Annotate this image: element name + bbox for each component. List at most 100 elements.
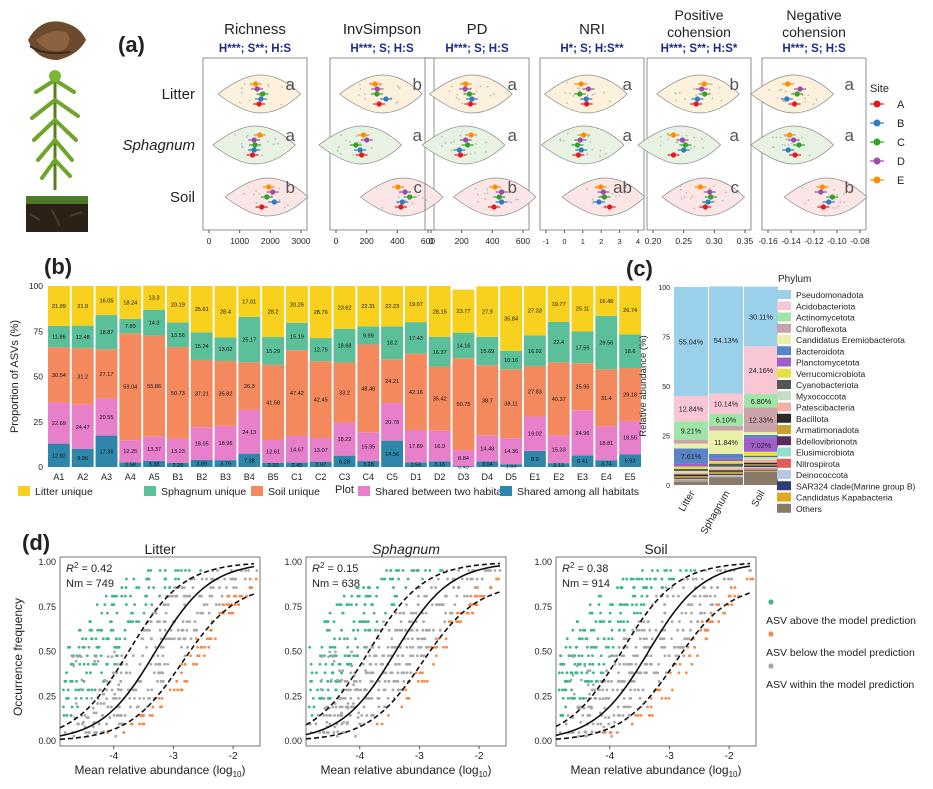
asv-point [255, 569, 259, 572]
asv-point [129, 722, 133, 726]
legend-site-point [873, 138, 881, 146]
stacked-bar-segment [709, 468, 743, 471]
x-tick-label: Litter [677, 488, 698, 513]
bar-value-label: 18.24 [123, 301, 137, 307]
site-mean-point [584, 101, 590, 107]
asv-point [445, 645, 448, 649]
stacked-bar-segment [143, 436, 166, 461]
violin-point [336, 149, 339, 152]
asv-point [718, 569, 722, 572]
asv-point [99, 654, 103, 658]
stacked-bar-segment [709, 473, 743, 475]
asv-point [202, 603, 206, 607]
violin-point [479, 85, 482, 88]
asv-point [660, 645, 664, 649]
asv-point [386, 696, 390, 700]
violin-point [510, 201, 513, 204]
legend-title: Site [870, 83, 889, 95]
asv-point [349, 671, 353, 675]
asv-point [628, 662, 632, 666]
stacked-bar-segment [571, 331, 594, 364]
sphagnum-photo [30, 70, 80, 190]
tick-label: 0.35 [737, 236, 754, 246]
asv-point [124, 586, 128, 589]
stacked-bar-segment [47, 286, 70, 326]
asv-point [114, 734, 118, 738]
asv-point [115, 654, 119, 658]
stacked-bar-segment [428, 286, 451, 337]
y-tick-label: 0.00 [534, 736, 552, 746]
x-tick-label: Sphagnum [699, 489, 733, 536]
stacked-bar-segment [744, 434, 778, 438]
stacked-bar-segment [476, 435, 499, 462]
asv-point [86, 688, 90, 692]
asv-point [603, 706, 607, 710]
asv-point [322, 714, 326, 717]
asv-point [376, 586, 379, 589]
y-tick-label: 50 [662, 384, 670, 391]
violin-point [812, 103, 815, 106]
legend-label: Others [796, 504, 822, 514]
asv-point [601, 688, 605, 692]
asv-point [673, 645, 677, 649]
asv-point [332, 620, 336, 624]
bar-value-label: 35.84 [504, 316, 518, 322]
violin-point [458, 98, 460, 101]
segment-label: 9.21% [681, 427, 702, 436]
asv-point [83, 714, 87, 717]
asv-point [100, 611, 104, 615]
asv-point [132, 577, 136, 581]
asv-point [411, 645, 415, 649]
stacked-bar-segment [47, 325, 70, 348]
violin-point [274, 138, 277, 140]
asv-point [179, 688, 183, 692]
asv-point [343, 654, 347, 658]
asv-point [152, 586, 156, 589]
asv-point [124, 603, 128, 607]
violin-point [270, 194, 273, 197]
violin-point [676, 141, 679, 144]
stacked-bar-segment [619, 286, 642, 335]
asv-point [232, 577, 236, 581]
asv-point [585, 734, 588, 738]
legend-label: Shared among all habitats [517, 486, 639, 498]
x-tick-label: -2 [725, 751, 734, 762]
bar-value-label: 24.21 [385, 379, 399, 385]
stacked-bar-segment [476, 286, 499, 337]
asv-point [402, 679, 406, 683]
asv-point [689, 628, 692, 632]
segment-label: 12.33% [749, 416, 774, 425]
asv-point [599, 671, 603, 675]
violin-point [718, 86, 721, 89]
asv-point [410, 620, 413, 624]
asv-point [642, 603, 646, 607]
violin-point [710, 83, 713, 86]
violin-point [349, 140, 351, 143]
asv-point [670, 637, 673, 641]
asv-point [176, 569, 180, 572]
stacked-bar-segment [285, 462, 308, 467]
asv-point [605, 688, 609, 692]
violin-point [475, 143, 478, 145]
significance-letter: a [508, 126, 518, 145]
stacked-bar-segment [404, 322, 427, 354]
y-tick-label: 100 [29, 281, 43, 291]
stacked-bar-segment [595, 426, 618, 461]
legend-site-label: C [897, 137, 905, 149]
asv-point [182, 637, 186, 641]
asv-point [346, 645, 350, 649]
tick-label: 600 [421, 236, 435, 246]
asv-point [372, 714, 375, 717]
asv-point [154, 645, 158, 649]
violin-point [404, 199, 407, 202]
asv-point [231, 611, 235, 615]
tick-label: -0.08 [850, 236, 870, 246]
asv-point [587, 679, 591, 683]
asv-point [610, 679, 613, 683]
violin-point [679, 185, 682, 188]
asv-point [354, 734, 357, 738]
asv-point [607, 637, 611, 641]
violin-point [466, 153, 468, 156]
asv-point [76, 655, 80, 659]
violin-point [243, 82, 246, 85]
